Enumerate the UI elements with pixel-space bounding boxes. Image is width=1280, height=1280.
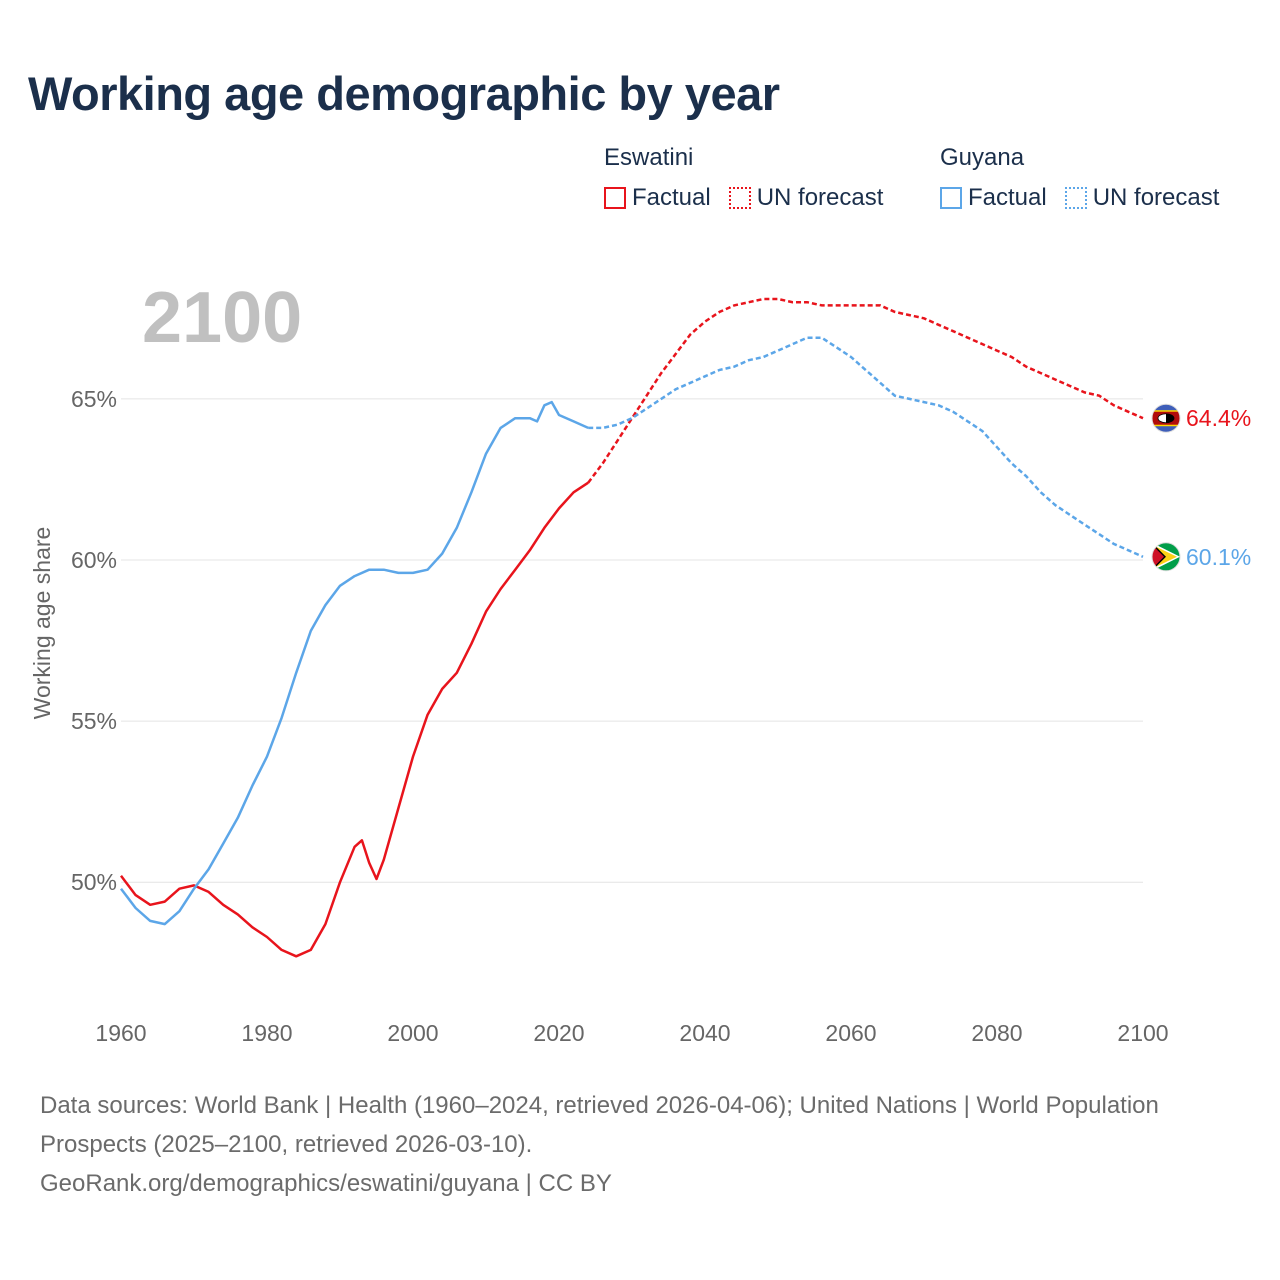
end-value-label: 60.1% — [1186, 544, 1251, 570]
series — [120, 297, 1144, 958]
legend-country-label: Guyana — [940, 144, 1025, 171]
y-axis-label: Working age share — [29, 527, 55, 720]
x-tick-label: 2040 — [679, 1020, 730, 1046]
legend-swatch-dotted — [1064, 187, 1087, 209]
y-tick-label: 55% — [71, 708, 117, 734]
eswatini-forecast-line — [587, 297, 1144, 484]
legend-eswatini-forecast[interactable]: UN forecast — [728, 184, 884, 212]
y-tick-label: 65% — [71, 386, 117, 412]
legend-item-label: UN forecast — [756, 184, 884, 211]
legend-swatch-dotted — [728, 187, 751, 209]
guyana-factual-line — [120, 400, 589, 926]
y-axis: 50% 55% 60% 65% — [71, 386, 117, 895]
legend-item-label: Factual — [968, 184, 1047, 211]
guyana-forecast-line — [588, 336, 1144, 558]
legend-item-label: Factual — [632, 184, 711, 211]
legend-eswatini-factual[interactable]: Factual — [604, 184, 711, 212]
y-tick-label: 60% — [71, 547, 117, 573]
end-value-label: 64.4% — [1186, 405, 1251, 431]
x-axis: 1960 1980 2000 2020 2040 2060 2080 2100 — [95, 1020, 1168, 1046]
x-tick-label: 2020 — [533, 1020, 584, 1046]
legend-swatch-solid — [604, 187, 626, 209]
legend-country-label: Eswatini — [604, 144, 694, 171]
x-tick-label: 1980 — [241, 1020, 292, 1046]
x-tick-label: 2080 — [971, 1020, 1022, 1046]
eswatini-factual-line — [120, 481, 589, 958]
x-tick-label: 2100 — [1117, 1020, 1168, 1046]
y-tick-label: 50% — [71, 869, 117, 895]
end-markers: 64.4% 60.1% — [1151, 403, 1251, 572]
x-tick-label: 2060 — [825, 1020, 876, 1046]
legend-eswatini: Eswatini Factual UN forecast — [604, 144, 883, 212]
footer-link[interactable]: GeoRank.org/demographics/eswatini/guyana… — [40, 1170, 612, 1197]
legend-item-label: UN forecast — [1092, 184, 1220, 211]
legend-guyana-forecast[interactable]: UN forecast — [1064, 184, 1220, 212]
x-tick-label: 2000 — [387, 1020, 438, 1046]
footer: Data sources: World Bank | Health (1960–… — [40, 1086, 1240, 1203]
year-watermark: 2100 — [142, 278, 302, 358]
guyana-flag-icon — [1151, 542, 1181, 572]
footer-sources: Data sources: World Bank | Health (1960–… — [40, 1092, 1159, 1158]
legend-guyana-factual[interactable]: Factual — [940, 184, 1047, 212]
grid — [121, 398, 1143, 883]
legend-guyana: Guyana Factual UN forecast — [940, 144, 1219, 212]
legend-swatch-solid — [940, 187, 962, 209]
eswatini-flag-icon — [1151, 403, 1181, 433]
chart-title: Working age demographic by year — [28, 67, 780, 120]
x-tick-label: 1960 — [95, 1020, 146, 1046]
